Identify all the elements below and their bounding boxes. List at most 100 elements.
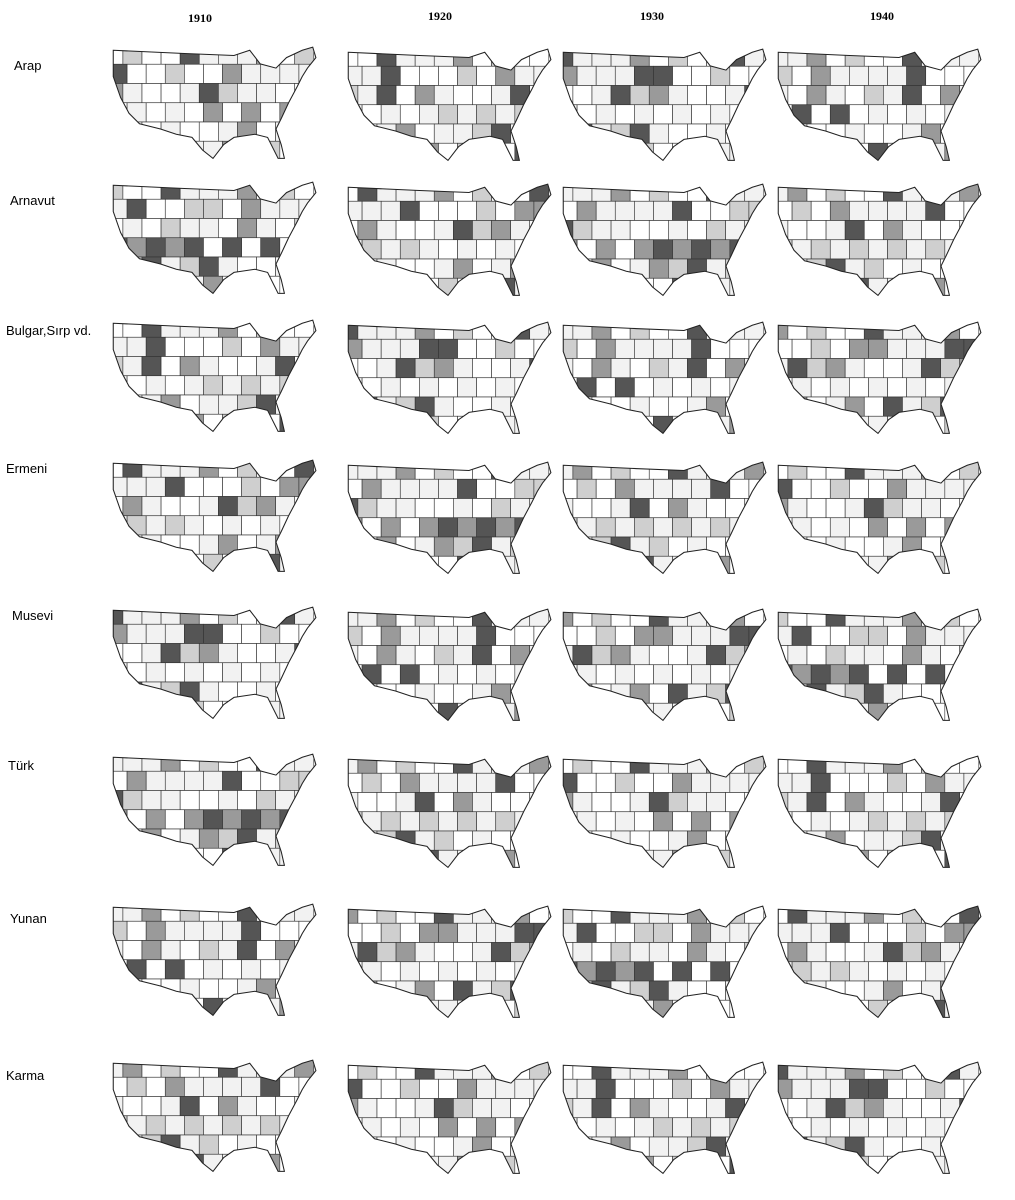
state	[122, 681, 143, 702]
state	[126, 920, 147, 941]
state	[414, 49, 435, 67]
state	[495, 961, 516, 982]
state	[380, 849, 401, 868]
state	[595, 478, 616, 499]
state	[959, 980, 980, 1001]
state-cells	[563, 1062, 766, 1174]
state	[164, 413, 185, 432]
state	[563, 664, 578, 685]
state	[791, 415, 812, 434]
state	[729, 104, 750, 125]
state	[687, 358, 707, 379]
state	[572, 683, 593, 704]
state	[348, 683, 359, 704]
state	[433, 792, 454, 813]
state	[126, 553, 147, 572]
state	[237, 940, 257, 961]
state-cells	[778, 49, 981, 161]
state	[491, 1098, 511, 1119]
state	[113, 218, 124, 239]
state	[113, 63, 128, 84]
state	[380, 338, 401, 359]
state	[791, 664, 812, 685]
state	[883, 683, 903, 704]
state	[806, 756, 827, 774]
state	[237, 790, 257, 811]
state	[868, 104, 888, 125]
state	[476, 849, 497, 868]
state	[476, 702, 497, 721]
state	[399, 1155, 420, 1174]
state	[419, 1117, 439, 1138]
state	[414, 220, 435, 241]
state	[868, 338, 888, 359]
state	[126, 1115, 147, 1136]
state	[457, 142, 477, 161]
state	[729, 377, 750, 398]
state	[778, 142, 793, 161]
state	[906, 338, 927, 359]
state	[357, 980, 378, 1001]
state	[595, 377, 616, 398]
state	[414, 683, 435, 704]
state	[113, 809, 128, 830]
state	[395, 792, 416, 813]
state	[653, 772, 673, 793]
state	[614, 142, 635, 161]
state	[419, 999, 439, 1018]
state	[222, 700, 242, 719]
state	[944, 517, 965, 538]
state	[457, 811, 477, 832]
state	[419, 104, 439, 125]
state	[294, 1134, 315, 1155]
state	[476, 338, 497, 359]
state	[160, 47, 181, 65]
state	[572, 1136, 593, 1157]
state	[179, 978, 200, 999]
state	[729, 1078, 750, 1099]
state	[710, 517, 731, 538]
state	[141, 460, 162, 478]
state	[160, 790, 181, 811]
state	[868, 664, 888, 685]
state	[706, 609, 726, 627]
state	[829, 104, 850, 125]
state	[963, 415, 981, 434]
state	[614, 772, 635, 793]
state	[778, 338, 793, 359]
state	[806, 184, 827, 202]
state	[944, 239, 965, 260]
state	[529, 1136, 550, 1157]
state	[672, 999, 692, 1018]
state	[457, 478, 477, 499]
state	[361, 555, 382, 574]
state	[691, 1078, 712, 1099]
state	[348, 200, 363, 221]
state	[863, 830, 884, 851]
state	[595, 1078, 616, 1099]
state	[160, 460, 181, 478]
state	[563, 239, 578, 260]
state	[710, 849, 731, 868]
state	[668, 123, 688, 144]
state	[810, 1117, 831, 1138]
state	[591, 1098, 612, 1119]
state	[256, 1134, 276, 1155]
state	[725, 498, 746, 519]
state	[787, 49, 808, 67]
state	[294, 121, 315, 142]
state	[222, 515, 242, 536]
state	[810, 517, 831, 538]
state	[576, 517, 597, 538]
state	[691, 478, 712, 499]
state	[198, 940, 219, 961]
state	[810, 999, 831, 1018]
state	[218, 681, 238, 702]
state	[810, 772, 831, 793]
state	[706, 1062, 726, 1080]
state	[806, 220, 827, 241]
state	[629, 980, 650, 1001]
state	[414, 85, 435, 106]
state	[491, 536, 511, 557]
state	[940, 220, 961, 241]
